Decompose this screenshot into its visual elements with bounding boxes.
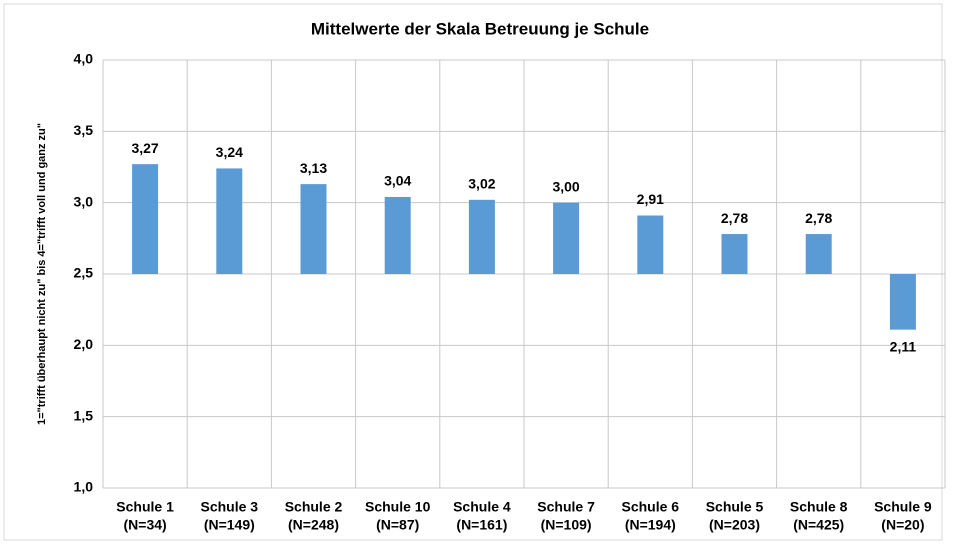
bar [216,168,243,274]
y-axis-label: 1="trifft überhaupt nicht zu" bis 4="tri… [36,123,48,425]
x-tick-label: (N=161) [456,517,507,533]
bar [553,202,580,274]
value-label: 2,78 [721,210,748,226]
bar [132,164,159,274]
bar [889,274,916,330]
y-tick-label: 2,5 [74,265,94,281]
y-tick-label: 3,0 [74,193,94,209]
bar [721,234,748,274]
x-tick-label: (N=425) [793,517,844,533]
value-label: 3,24 [216,144,243,160]
x-tick-label: (N=248) [288,517,339,533]
x-tick-label: Schule 7 [537,499,595,515]
value-label: 3,00 [552,178,579,194]
value-label: 2,11 [890,338,917,354]
bar [805,234,832,274]
x-tick-label: (N=20) [881,517,924,533]
value-label: 3,02 [468,176,495,192]
bar [384,196,411,274]
x-tick-label: (N=109) [541,517,592,533]
y-tick-label: 3,5 [74,122,94,138]
x-tick-label: Schule 1 [116,499,174,515]
value-label: 2,78 [805,210,832,226]
value-label: 3,04 [384,173,411,189]
x-tick-label: Schule 6 [622,499,680,515]
x-tick-label: (N=87) [376,517,419,533]
bar [300,184,327,274]
x-tick-label: Schule 3 [201,499,259,515]
x-tick-label: (N=149) [204,517,255,533]
x-tick-label: Schule 8 [790,499,848,515]
value-label: 3,27 [131,140,158,156]
x-tick-label: Schule 5 [706,499,764,515]
x-tick-label: Schule 2 [285,499,343,515]
x-tick-label: (N=203) [709,517,760,533]
y-tick-label: 1,5 [74,407,94,423]
x-tick-label: (N=34) [124,517,167,533]
chart-title: Mittelwerte der Skala Betreuung je Schul… [311,19,649,38]
x-tick-label: Schule 10 [365,499,431,515]
x-tick-label: Schule 4 [453,499,511,515]
value-label: 3,13 [300,160,327,176]
bar [637,215,664,274]
x-tick-label: (N=194) [625,517,676,533]
y-tick-label: 2,0 [74,336,94,352]
x-tick-label: Schule 9 [874,499,932,515]
y-tick-label: 1,0 [74,479,94,495]
value-label: 2,91 [637,191,664,207]
bar [468,199,495,274]
y-tick-label: 4,0 [74,51,94,67]
